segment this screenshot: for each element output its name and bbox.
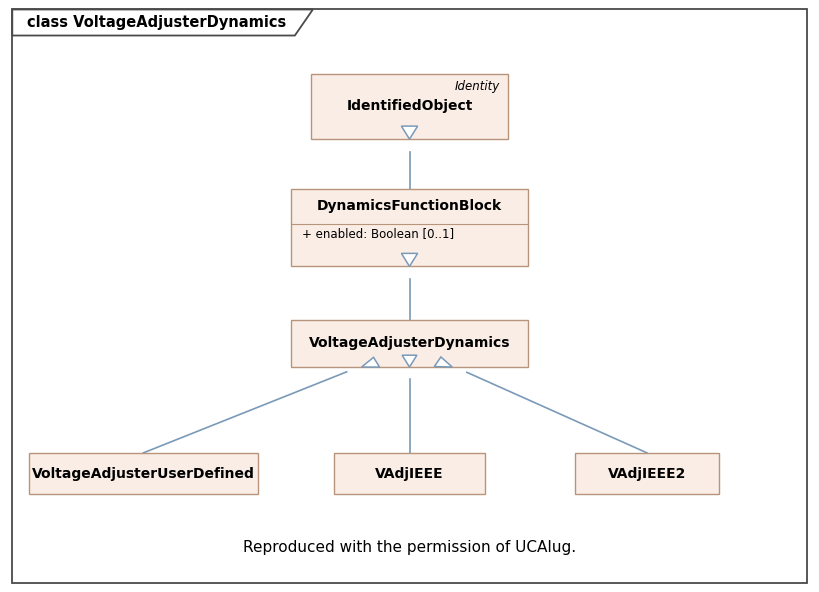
Text: DynamicsFunctionBlock: DynamicsFunctionBlock bbox=[317, 199, 502, 213]
Polygon shape bbox=[434, 357, 452, 367]
Text: class VoltageAdjusterDynamics: class VoltageAdjusterDynamics bbox=[27, 15, 287, 30]
Text: VAdjIEEE2: VAdjIEEE2 bbox=[608, 466, 686, 481]
Bar bbox=[291, 320, 528, 367]
Polygon shape bbox=[401, 126, 418, 139]
Text: Identity: Identity bbox=[455, 80, 500, 93]
Bar bbox=[333, 453, 485, 494]
Text: VoltageAdjusterUserDefined: VoltageAdjusterUserDefined bbox=[32, 466, 255, 481]
Text: Reproduced with the permission of UCAIug.: Reproduced with the permission of UCAIug… bbox=[243, 540, 576, 555]
Text: VoltageAdjusterDynamics: VoltageAdjusterDynamics bbox=[309, 336, 510, 350]
Polygon shape bbox=[402, 355, 417, 367]
Text: VAdjIEEE: VAdjIEEE bbox=[375, 466, 444, 481]
Bar bbox=[291, 189, 528, 266]
Text: IdentifiedObject: IdentifiedObject bbox=[346, 99, 473, 113]
Bar bbox=[311, 74, 508, 139]
Polygon shape bbox=[12, 9, 313, 36]
Bar bbox=[29, 453, 258, 494]
Polygon shape bbox=[362, 358, 379, 367]
Polygon shape bbox=[401, 253, 418, 266]
Bar bbox=[575, 453, 718, 494]
Text: + enabled: Boolean [0..1]: + enabled: Boolean [0..1] bbox=[302, 227, 455, 240]
